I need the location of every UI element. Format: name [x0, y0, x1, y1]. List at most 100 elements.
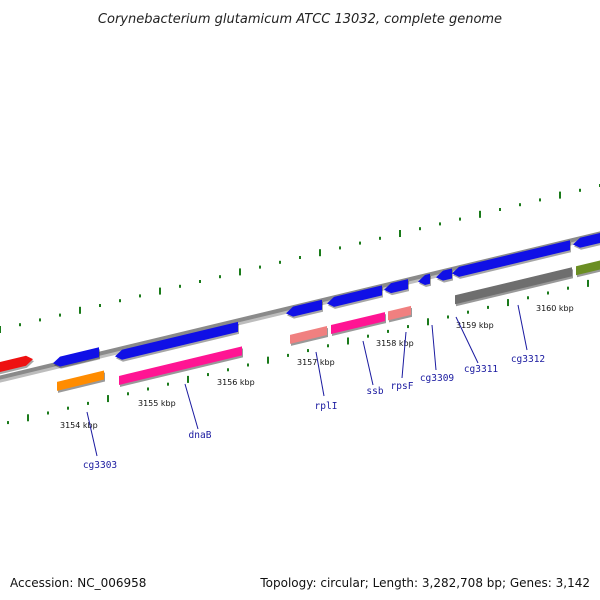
tick-mark [347, 337, 349, 345]
tick-mark [399, 230, 401, 237]
tick-label: 3160 kbp [536, 304, 574, 313]
gene-rpli [286, 299, 322, 317]
gene-dnab [115, 321, 238, 360]
tick-mark [407, 325, 409, 329]
tick-mark [487, 305, 489, 309]
gene-label[interactable]: cg3311 [464, 364, 499, 375]
tick-mark [467, 310, 469, 314]
gene-label[interactable]: cg3309 [420, 373, 455, 384]
tick-mark [507, 299, 509, 307]
tick-mark [379, 236, 381, 240]
tick-mark [459, 217, 461, 221]
cds-ssb [331, 312, 385, 335]
cds-dnab [119, 346, 242, 385]
tick-mark [187, 375, 189, 383]
tick-mark [199, 280, 201, 283]
callout-line [184, 383, 199, 430]
gene-features [0, 233, 600, 393]
gene-label[interactable]: rplI [315, 401, 338, 412]
tick-mark [339, 246, 341, 250]
tick-mark [419, 227, 421, 231]
callout-line [86, 411, 98, 457]
tick-mark [519, 203, 521, 207]
tick-mark [319, 249, 321, 257]
cds-cg3303 [57, 370, 104, 391]
gene-cg3311 [452, 240, 570, 277]
tick-label: 3158 kbp [376, 339, 414, 348]
tick-mark [359, 241, 361, 245]
tick-mark [247, 363, 249, 367]
tick-mark [27, 414, 29, 422]
tick-mark [479, 210, 481, 218]
tick-mark [267, 356, 269, 364]
tick-mark [439, 222, 441, 226]
tick-mark [47, 411, 49, 415]
tick-mark [87, 401, 89, 405]
tick-mark [287, 353, 289, 357]
gene-cg3309 [418, 273, 430, 285]
callout-line [362, 340, 374, 386]
tick-mark [427, 318, 429, 326]
gene-label[interactable]: dnaB [189, 430, 212, 441]
tick-mark [167, 382, 169, 386]
callout-line [431, 324, 437, 371]
tick-label: 3157 kbp [297, 358, 335, 367]
gene-cg3310 [436, 268, 452, 281]
tick-mark [499, 208, 501, 211]
tick-mark [99, 304, 101, 307]
tick-mark [0, 326, 1, 333]
tick-mark [579, 188, 581, 192]
tick-mark [7, 421, 9, 425]
tick-mark [307, 349, 309, 353]
callout-line [455, 316, 479, 364]
gene-label[interactable]: ssb [366, 386, 383, 397]
tick-mark [147, 387, 149, 391]
tick-mark [179, 284, 181, 288]
tick-mark [547, 291, 549, 295]
tick-mark [567, 286, 569, 290]
map-title: Corynebacterium glutamicum ATCC 13032, c… [98, 12, 502, 27]
tick-mark [367, 334, 369, 338]
tick-mark [259, 265, 261, 269]
cds-rpli [290, 326, 327, 344]
tick-label: 3159 kbp [456, 321, 494, 330]
tick-mark [139, 294, 141, 298]
gene-label[interactable]: rpsF [391, 381, 414, 392]
tick-mark [107, 395, 109, 403]
tick-mark [127, 392, 129, 396]
genome-summary-text: Topology: circular; Length: 3,282,708 bp… [259, 576, 590, 590]
gene-red [0, 355, 33, 372]
gene-rpsf [384, 279, 408, 294]
tick-label: 3154 kbp [60, 421, 98, 430]
tick-mark [19, 323, 21, 327]
tick-mark [119, 299, 121, 303]
callout-line [517, 304, 528, 351]
tick-mark [279, 260, 281, 264]
gene-ssb [327, 285, 382, 307]
tick-label: 3156 kbp [217, 378, 255, 387]
cds-rpsf [388, 305, 411, 321]
tick-mark [39, 318, 41, 322]
tick-mark [447, 315, 449, 319]
tick-mark [587, 279, 589, 287]
gene-label[interactable]: cg3312 [511, 354, 545, 365]
tick-mark [207, 373, 209, 377]
gene-label[interactable]: cg3303 [83, 460, 117, 471]
accession-text: Accession: NC_006958 [10, 576, 146, 590]
tick-mark [219, 275, 221, 279]
tick-mark [327, 344, 329, 348]
tick-label: 3155 kbp [138, 399, 176, 408]
tick-mark [227, 368, 229, 372]
tick-mark [387, 329, 389, 333]
tick-mark [239, 268, 241, 276]
lower-tick-track [7, 279, 589, 425]
callouts: 3154 kbp 3155 kbp 3156 kbp 3157 kbp 3158 kbp… [60, 304, 574, 471]
tick-mark [559, 191, 561, 199]
tick-mark [59, 313, 61, 317]
gene-cg3303 [53, 347, 99, 367]
tick-mark [67, 406, 69, 410]
cds-cg3312 [576, 260, 600, 276]
tick-mark [527, 296, 529, 300]
gene-cg3312 [573, 233, 600, 248]
